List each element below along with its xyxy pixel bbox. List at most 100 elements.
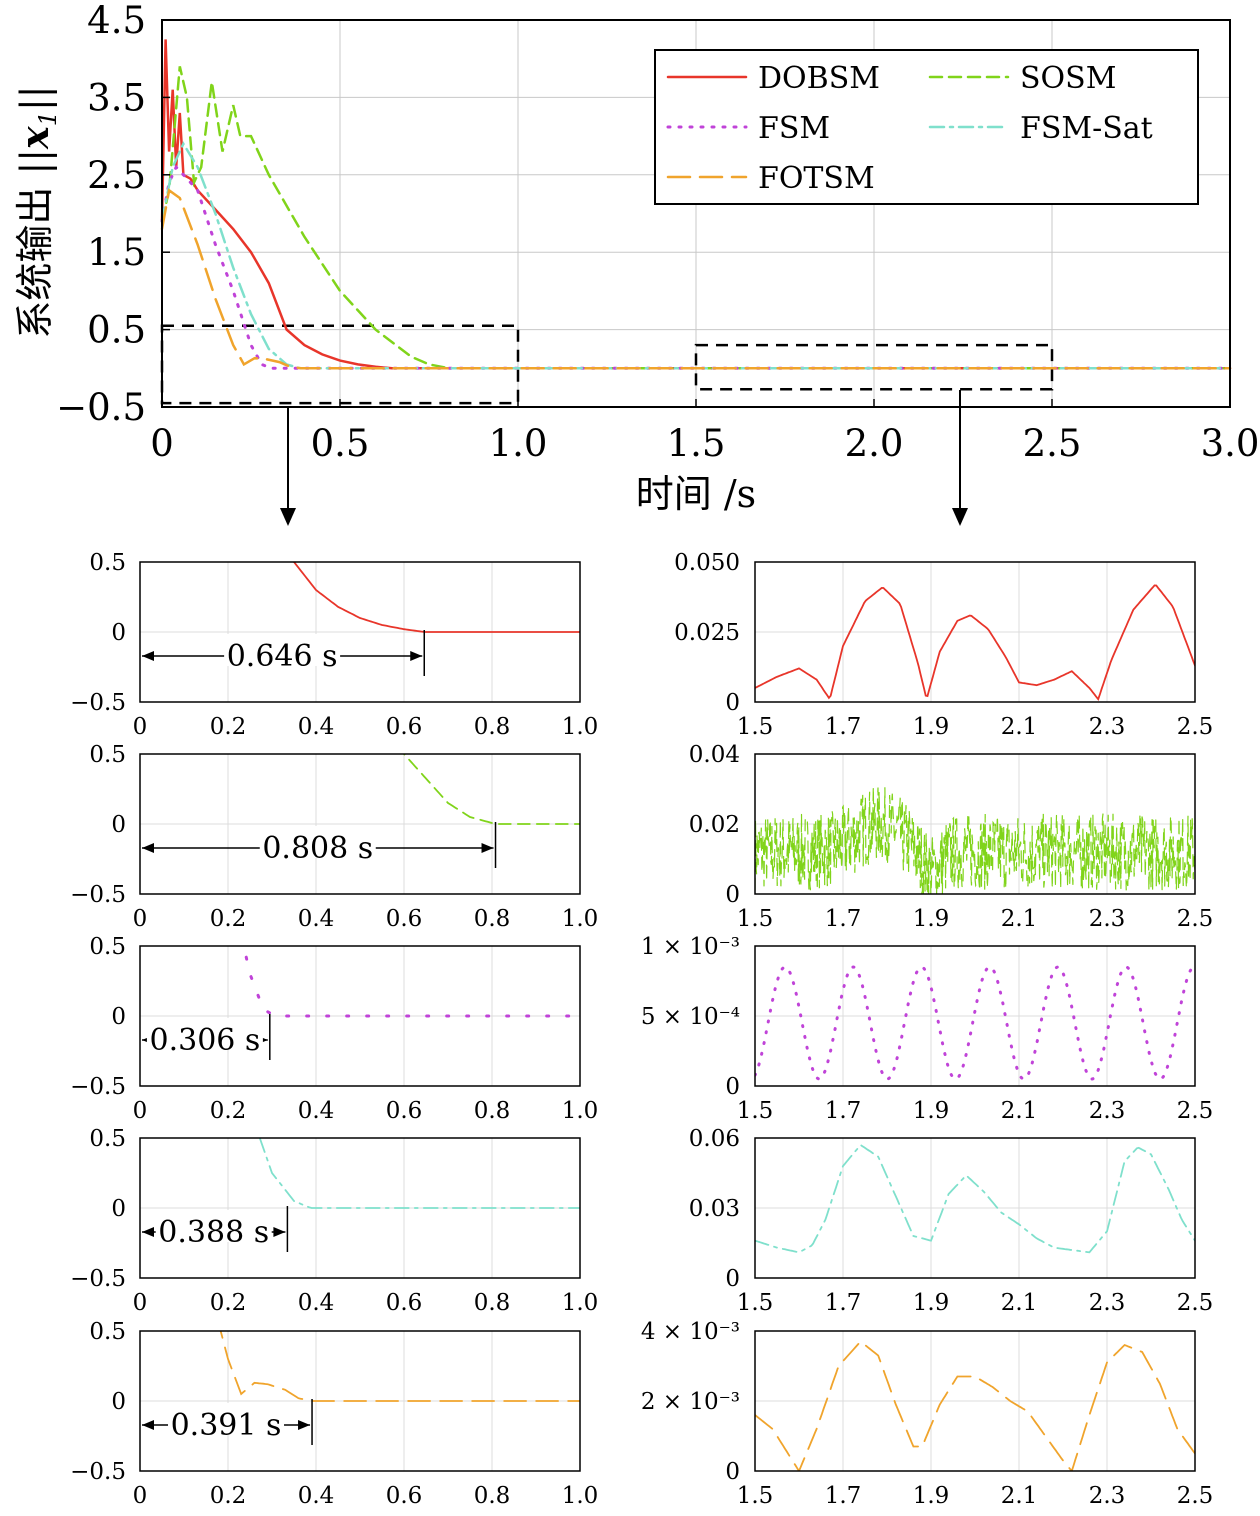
settle-time-annotation: 0.388 s — [158, 1215, 269, 1250]
y-tick-label: 0 — [725, 1459, 740, 1485]
x-tick-label: 1.7 — [825, 1290, 862, 1316]
x-tick-label: 2.1 — [1001, 714, 1038, 740]
x-tick-label: 2.1 — [1001, 1290, 1038, 1316]
x-tick-label: 1.0 — [562, 1290, 599, 1316]
x-tick-label: 1.7 — [825, 714, 862, 740]
subplot-line — [755, 584, 1195, 702]
y-tick-label: 1.5 — [87, 231, 146, 274]
x-tick-label: 2.5 — [1177, 1098, 1214, 1124]
annotation-bg — [259, 826, 376, 858]
y-tick-label: 2.5 — [87, 154, 146, 197]
x-tick-label: 0.8 — [474, 1098, 511, 1124]
subplot-left-sosm: 0 0.2 0.4 0.6 0.8 1.0 0.5 0 −0.5 0.808 s — [70, 742, 598, 932]
x-tick-label: 2.3 — [1089, 906, 1126, 932]
x-tick-label: 1.9 — [913, 1290, 950, 1316]
subplot-frame — [754, 561, 1196, 703]
settle-time-annotation: 0.391 s — [171, 1408, 282, 1443]
subplot-frame — [754, 1330, 1196, 1472]
series-fsm-sat — [160, 141, 1232, 370]
y-tick-label: 0 — [725, 1266, 740, 1292]
y-tick-label: 4 × 10⁻³ — [641, 1319, 740, 1345]
x-tick-label: 0.4 — [298, 714, 335, 740]
legend-label-dobsm: DOBSM — [758, 61, 880, 96]
y-tick-label: 0.5 — [89, 1126, 126, 1152]
y-tick-label: 3.5 — [87, 76, 146, 119]
subplot-left-dobsm: 0 0.2 0.4 0.6 0.8 1.0 0.5 0 −0.5 0.646 s — [70, 550, 599, 740]
x-tick-label: 0.8 — [474, 1290, 511, 1316]
y-tick-label: 0 — [725, 1074, 740, 1100]
zoom-arrows — [280, 390, 968, 526]
y-tick-label: 0.06 — [689, 1126, 740, 1152]
subplot-frame — [139, 945, 581, 1087]
subplot-line — [755, 786, 1195, 894]
y-tick-label: 0.050 — [674, 550, 740, 576]
y-tick-label: −0.5 — [70, 690, 126, 716]
y-tick-label: 0 — [725, 690, 740, 716]
series-fotsm — [160, 188, 1232, 370]
annotation-bg — [168, 1403, 285, 1435]
x-tick-label: 2.1 — [1001, 906, 1038, 932]
x-tick-label: 0.8 — [474, 1483, 511, 1509]
x-tick-label: 3.0 — [1201, 422, 1260, 465]
y-tick-label: 0 — [111, 620, 126, 646]
x-tick-label: 0.4 — [298, 1483, 335, 1509]
x-tick-label: 0.2 — [210, 714, 247, 740]
x-tick-label: 1.5 — [737, 906, 774, 932]
x-tick-label: 0.4 — [298, 906, 335, 932]
subplot-line — [242, 946, 580, 1018]
y-tick-label: 0.5 — [87, 309, 146, 352]
x-tick-label: 0.8 — [474, 714, 511, 740]
zoom-subplots: 0 0.2 0.4 0.6 0.8 1.0 0.5 0 −0.5 0.646 s 1.5 1.7 1.9… — [70, 550, 1214, 1509]
x-tick-label: 1.5 — [667, 422, 726, 465]
x-tick-label: 0 — [133, 1290, 148, 1316]
subplot-frame — [139, 1137, 581, 1279]
settle-time-annotation: 0.646 s — [227, 639, 338, 674]
subplot-right-sosm: 1.5 1.7 1.9 2.1 2.3 2.5 0.04 0.02 0 — [689, 742, 1214, 932]
subplot-right-fsm: 1.5 1.7 1.9 2.1 2.3 2.5 1 × 10⁻³ 5 × 10⁻⁴ 0 — [641, 934, 1213, 1124]
x-tick-label: 1.0 — [562, 1098, 599, 1124]
x-tick-label: 2.3 — [1089, 1098, 1126, 1124]
y-tick-label: 5 × 10⁻⁴ — [641, 1004, 740, 1030]
subplot-left-fsm: 0 0.2 0.4 0.6 0.8 1.0 0.5 0 −0.5 0.306 s — [70, 934, 599, 1124]
x-tick-label: 0 — [133, 906, 148, 932]
subplot-line — [219, 1331, 580, 1402]
annotation-bg — [155, 1210, 272, 1242]
x-tick-label: 2.5 — [1177, 714, 1214, 740]
y-tick-label: −0.5 — [70, 882, 126, 908]
x-tick-label: 2.3 — [1089, 1290, 1126, 1316]
legend-label-fsm: FSM — [758, 111, 830, 146]
subplot-left-fsm-sat: 0 0.2 0.4 0.6 0.8 1.0 0.5 0 −0.5 0.388 s — [70, 1126, 599, 1316]
y-tick-label: 0.025 — [674, 620, 740, 646]
subplot-line — [258, 1138, 580, 1209]
y-tick-label: 0.02 — [689, 812, 740, 838]
x-tick-label: 1.9 — [913, 1483, 950, 1509]
arrow-right-head — [952, 508, 968, 526]
y-tick-label: 0 — [111, 1196, 126, 1222]
x-tick-label: 0.6 — [386, 1483, 423, 1509]
x-tick-label: 1.7 — [825, 1483, 862, 1509]
x-tick-label: 0.2 — [210, 906, 247, 932]
subplot-line — [755, 965, 1195, 1081]
x-tick-label: 2.5 — [1177, 1483, 1214, 1509]
x-tick-label: 2.3 — [1089, 1483, 1126, 1509]
annotation-arrow-right — [273, 1227, 286, 1237]
subplot-frame — [754, 945, 1196, 1087]
legend: DOBSM SOSM FSM FSM-Sat FOTSM — [654, 49, 1199, 205]
annotation-arrow-right — [298, 1420, 311, 1430]
y-tick-label: 4.5 — [87, 0, 146, 42]
x-tick-label: 0.2 — [210, 1098, 247, 1124]
x-tick-label: 1.0 — [562, 714, 599, 740]
annotation-arrow-left — [142, 843, 154, 853]
arrow-left-head — [280, 508, 296, 526]
x-tick-label: 0.2 — [210, 1483, 247, 1509]
annotation-arrow-left — [142, 651, 154, 661]
annotation-bg — [146, 1018, 263, 1050]
legend-label-fsm-sat: FSM-Sat — [1020, 111, 1153, 146]
x-tick-label: 0 — [133, 1483, 148, 1509]
y-tick-label: −0.5 — [56, 386, 146, 429]
x-tick-label: 2.1 — [1001, 1098, 1038, 1124]
x-tick-label: 1.0 — [489, 422, 548, 465]
annotation-arrow-right — [481, 843, 494, 853]
subplot-right-fotsm: 1.5 1.7 1.9 2.1 2.3 2.5 4 × 10⁻³ 2 × 10⁻³ 0 — [641, 1319, 1213, 1509]
